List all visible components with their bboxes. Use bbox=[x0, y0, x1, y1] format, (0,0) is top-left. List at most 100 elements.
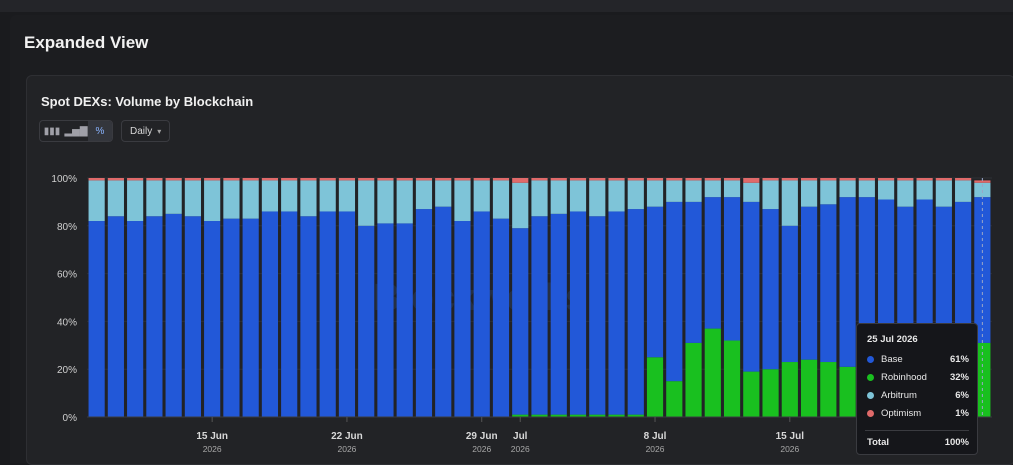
interval-dropdown[interactable]: Daily ▾ bbox=[121, 120, 171, 142]
bar-segment-base bbox=[492, 218, 510, 417]
bar-segment-arbitrum bbox=[608, 180, 625, 212]
tooltip-series-value: 61% bbox=[949, 354, 969, 365]
bar-segment-robinhood bbox=[685, 342, 702, 417]
x-tick-year: 2026 bbox=[646, 444, 665, 454]
bar-segment-optimism bbox=[935, 178, 952, 181]
bar-segment-base bbox=[550, 213, 567, 415]
bar-segment-base bbox=[839, 197, 856, 367]
bar-segment-arbitrum bbox=[781, 180, 798, 226]
bar-segment-robinhood bbox=[800, 359, 818, 417]
bar-segment-robinhood bbox=[723, 340, 741, 417]
bar-segment-optimism bbox=[955, 178, 972, 181]
bar-segment-base bbox=[319, 211, 336, 417]
tooltip-series-value: 32% bbox=[949, 372, 969, 383]
bar-segment-base bbox=[627, 209, 644, 415]
bar-segment-robinhood bbox=[762, 369, 779, 417]
bar-segment-arbitrum bbox=[974, 182, 991, 198]
x-tick-label: 15 Jul bbox=[776, 431, 805, 442]
bar-segment-optimism bbox=[723, 178, 741, 181]
bar-segment-arbitrum bbox=[550, 180, 567, 214]
bar-segment-base bbox=[435, 206, 452, 417]
bar-segment-base bbox=[666, 201, 683, 382]
bar-segment-base bbox=[242, 218, 259, 417]
tooltip-row-optimism: Optimism 1% bbox=[867, 408, 969, 419]
bar-segment-arbitrum bbox=[88, 180, 105, 222]
bar-segment-robinhood bbox=[646, 357, 664, 417]
bar-segment-robinhood bbox=[589, 414, 606, 417]
bar-segment-optimism bbox=[396, 178, 413, 181]
bar-segment-optimism bbox=[473, 178, 490, 181]
bar-segment-base bbox=[377, 223, 394, 417]
stacked-bar-icon[interactable]: ▂▅▇ bbox=[64, 125, 88, 137]
bar-segment-base bbox=[454, 221, 471, 417]
x-tick-year: 2026 bbox=[780, 444, 799, 454]
bar-segment-optimism bbox=[916, 178, 933, 181]
tooltip-date: 25 Jul 2026 bbox=[867, 334, 918, 345]
bar-segment-base bbox=[723, 197, 741, 341]
bar-segment-arbitrum bbox=[723, 180, 741, 198]
bar-segment-arbitrum bbox=[666, 180, 683, 202]
bar-segment-base bbox=[204, 221, 221, 417]
bar-segment-optimism bbox=[743, 178, 760, 183]
bar-segment-optimism bbox=[435, 178, 452, 181]
chart-tooltip: 25 Jul 2026 Base 61% Robinhood 32% Arbit… bbox=[856, 323, 978, 455]
bar-segment-optimism bbox=[377, 178, 394, 181]
bar-segment-robinhood bbox=[531, 414, 548, 417]
bar-segment-base bbox=[146, 216, 163, 417]
bar-segment-optimism bbox=[608, 178, 625, 181]
bar-segment-optimism bbox=[646, 178, 664, 181]
bar-segment-arbitrum bbox=[627, 180, 644, 210]
bar-segment-arbitrum bbox=[858, 180, 875, 198]
bar-segment-base bbox=[743, 201, 760, 372]
bar-segment-arbitrum bbox=[589, 180, 606, 217]
bar-segment-optimism bbox=[242, 178, 259, 181]
bar-segment-optimism bbox=[454, 178, 471, 181]
bar-segment-base bbox=[704, 197, 721, 329]
tooltip-series-value: 1% bbox=[955, 408, 969, 419]
bar-segment-arbitrum bbox=[396, 180, 413, 224]
bar-segment-base bbox=[531, 216, 548, 415]
bar-segment-optimism bbox=[627, 178, 644, 181]
tooltip-total-label: Total bbox=[867, 437, 889, 448]
x-tick-year: 2026 bbox=[511, 444, 530, 454]
tooltip-series-name: Optimism bbox=[881, 408, 922, 419]
bar-segment-base bbox=[820, 204, 837, 363]
bar-segment-optimism bbox=[338, 178, 356, 181]
bar-segment-base bbox=[646, 206, 664, 358]
bar-segment-arbitrum bbox=[454, 180, 471, 222]
bar-segment-optimism bbox=[88, 178, 105, 181]
bar-segment-arbitrum bbox=[800, 180, 818, 207]
bar-segment-optimism bbox=[704, 178, 721, 181]
percent-icon[interactable]: % bbox=[88, 121, 112, 141]
x-tick-label: Jul bbox=[513, 431, 528, 442]
bar-segment-robinhood bbox=[781, 362, 798, 417]
tooltip-divider bbox=[865, 430, 969, 431]
bar-segment-optimism bbox=[897, 178, 914, 181]
bar-segment-optimism bbox=[319, 178, 336, 181]
bar-segment-base bbox=[685, 201, 702, 343]
bar-segment-arbitrum bbox=[184, 180, 201, 217]
bar-segment-arbitrum bbox=[685, 180, 702, 202]
bar-segment-optimism bbox=[531, 178, 548, 181]
bar-segment-optimism bbox=[204, 178, 221, 181]
expanded-view-modal: Expanded View Spot DEXs: Volume by Block… bbox=[10, 15, 1013, 465]
bar-segment-arbitrum bbox=[820, 180, 837, 205]
bar-segment-base bbox=[281, 211, 298, 417]
bar-segment-arbitrum bbox=[319, 180, 336, 212]
bar-segment-robinhood bbox=[550, 414, 567, 417]
bar-segment-robinhood bbox=[627, 414, 644, 417]
bar-segment-robinhood bbox=[666, 381, 683, 417]
bar-segment-base bbox=[955, 201, 972, 358]
bar-segment-optimism bbox=[223, 178, 240, 181]
bar-segment-robinhood bbox=[839, 366, 856, 417]
bar-segment-base bbox=[762, 209, 779, 370]
chart-toolbar: ▮▮▮ ▂▅▇ % Daily ▾ bbox=[39, 120, 171, 142]
chevron-down-icon: ▾ bbox=[157, 126, 162, 136]
bar-segment-base bbox=[608, 211, 625, 415]
bar-chart-icon[interactable]: ▮▮▮ bbox=[43, 125, 61, 137]
bar-segment-arbitrum bbox=[955, 180, 972, 202]
bar-segment-arbitrum bbox=[204, 180, 221, 222]
tooltip-series-name: Arbitrum bbox=[881, 390, 917, 401]
tooltip-series-name: Base bbox=[881, 354, 903, 365]
bar-segment-robinhood bbox=[974, 342, 991, 417]
